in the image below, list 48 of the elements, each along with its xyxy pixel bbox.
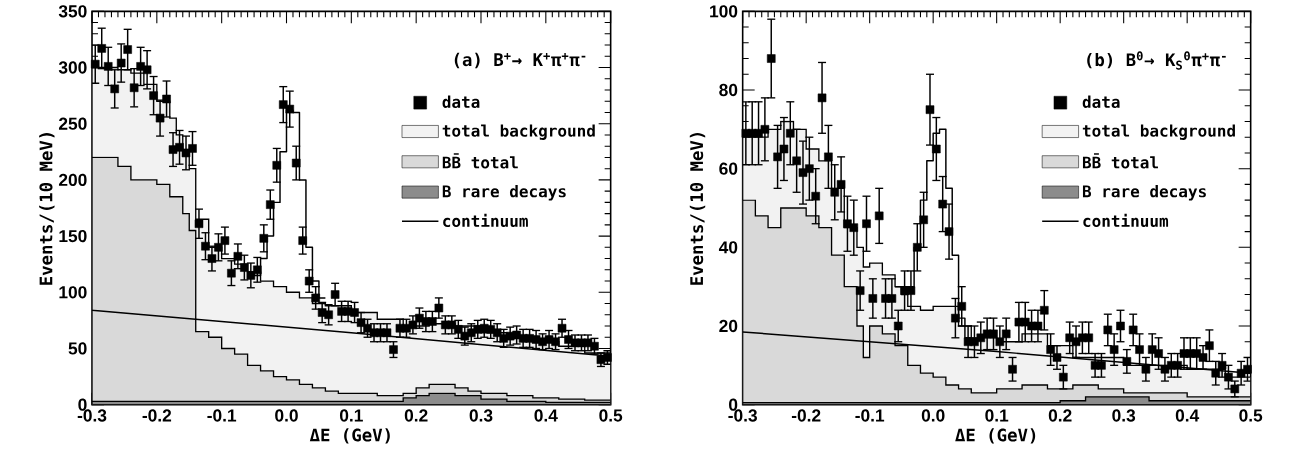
text: (a) B$^{+}$→ K$^{+}$π$^{+}$π$^{-}$ [454,52,586,69]
legend-label: continuum [1083,213,1169,228]
y-tick-label: 250 [58,117,87,130]
x-tick-label: 0.5 [599,409,623,422]
legend-label: total background [442,124,595,140]
x-axis-title: ΔE (GeV) [309,428,390,444]
x-tick-label: 0.3 [469,409,493,422]
x-tick-label: -0.1 [855,409,885,422]
y-axis-title: Events/(10 MeV) [39,132,55,285]
x-tick-label: 0.0 [275,409,298,422]
y-tick-label: 150 [59,229,87,243]
x-tick-label: -0.1 [207,409,237,422]
x-tick-label: 0.1 [339,409,363,422]
x-tick-label: 0.5 [1239,409,1263,422]
y-tick-label: 0 [78,398,87,411]
legend-label: total background [1082,124,1235,140]
y-tick-label: 300 [58,61,87,74]
x-tick-label: 0.2 [404,409,428,422]
legend-label: B rare decays [442,184,566,201]
y-tick-label: 60 [719,162,738,175]
y-tick-label: 50 [68,342,87,355]
y-tick-label: 80 [719,83,738,97]
x-tick-label: -0.2 [791,409,821,422]
x-tick-label: -0.3 [728,409,757,422]
x-axis-title: ΔE (GeV) [955,428,1036,444]
y-tick-label: 100 [59,286,87,299]
x-tick-label: 0.4 [534,409,558,422]
x-tick-label: -0.3 [77,409,107,422]
y-axis-title: Events/(10 MeV) [689,132,706,285]
legend-label: B rare decays [1082,184,1206,201]
x-tick-label: 0.1 [985,409,1009,422]
x-tick-label: 0.4 [1175,409,1200,422]
y-tick-label: 100 [710,5,738,18]
y-tick-label: 0 [729,398,738,411]
legend-label: BB̄ total [442,153,518,169]
x-tick-label: 0.2 [1048,409,1072,422]
legend-label: data [1082,95,1120,108]
x-tick-label: 0.3 [1112,409,1136,422]
y-tick-label: 200 [58,173,87,187]
x-tick-label: 0.0 [921,409,945,422]
y-tick-label: 350 [58,5,87,18]
x-tick-label: -0.2 [142,409,172,422]
y-tick-label: 20 [719,319,738,333]
chart-title: (b) B$^{0}$→ K$_{S}$$^{0}$π$^{+}$π$^{-}$ [1087,51,1226,70]
legend-label: continuum [443,213,528,228]
y-tick-label: 40 [718,241,738,254]
legend-label: data [442,95,480,108]
legend-label: BB̄ total [1082,153,1158,169]
